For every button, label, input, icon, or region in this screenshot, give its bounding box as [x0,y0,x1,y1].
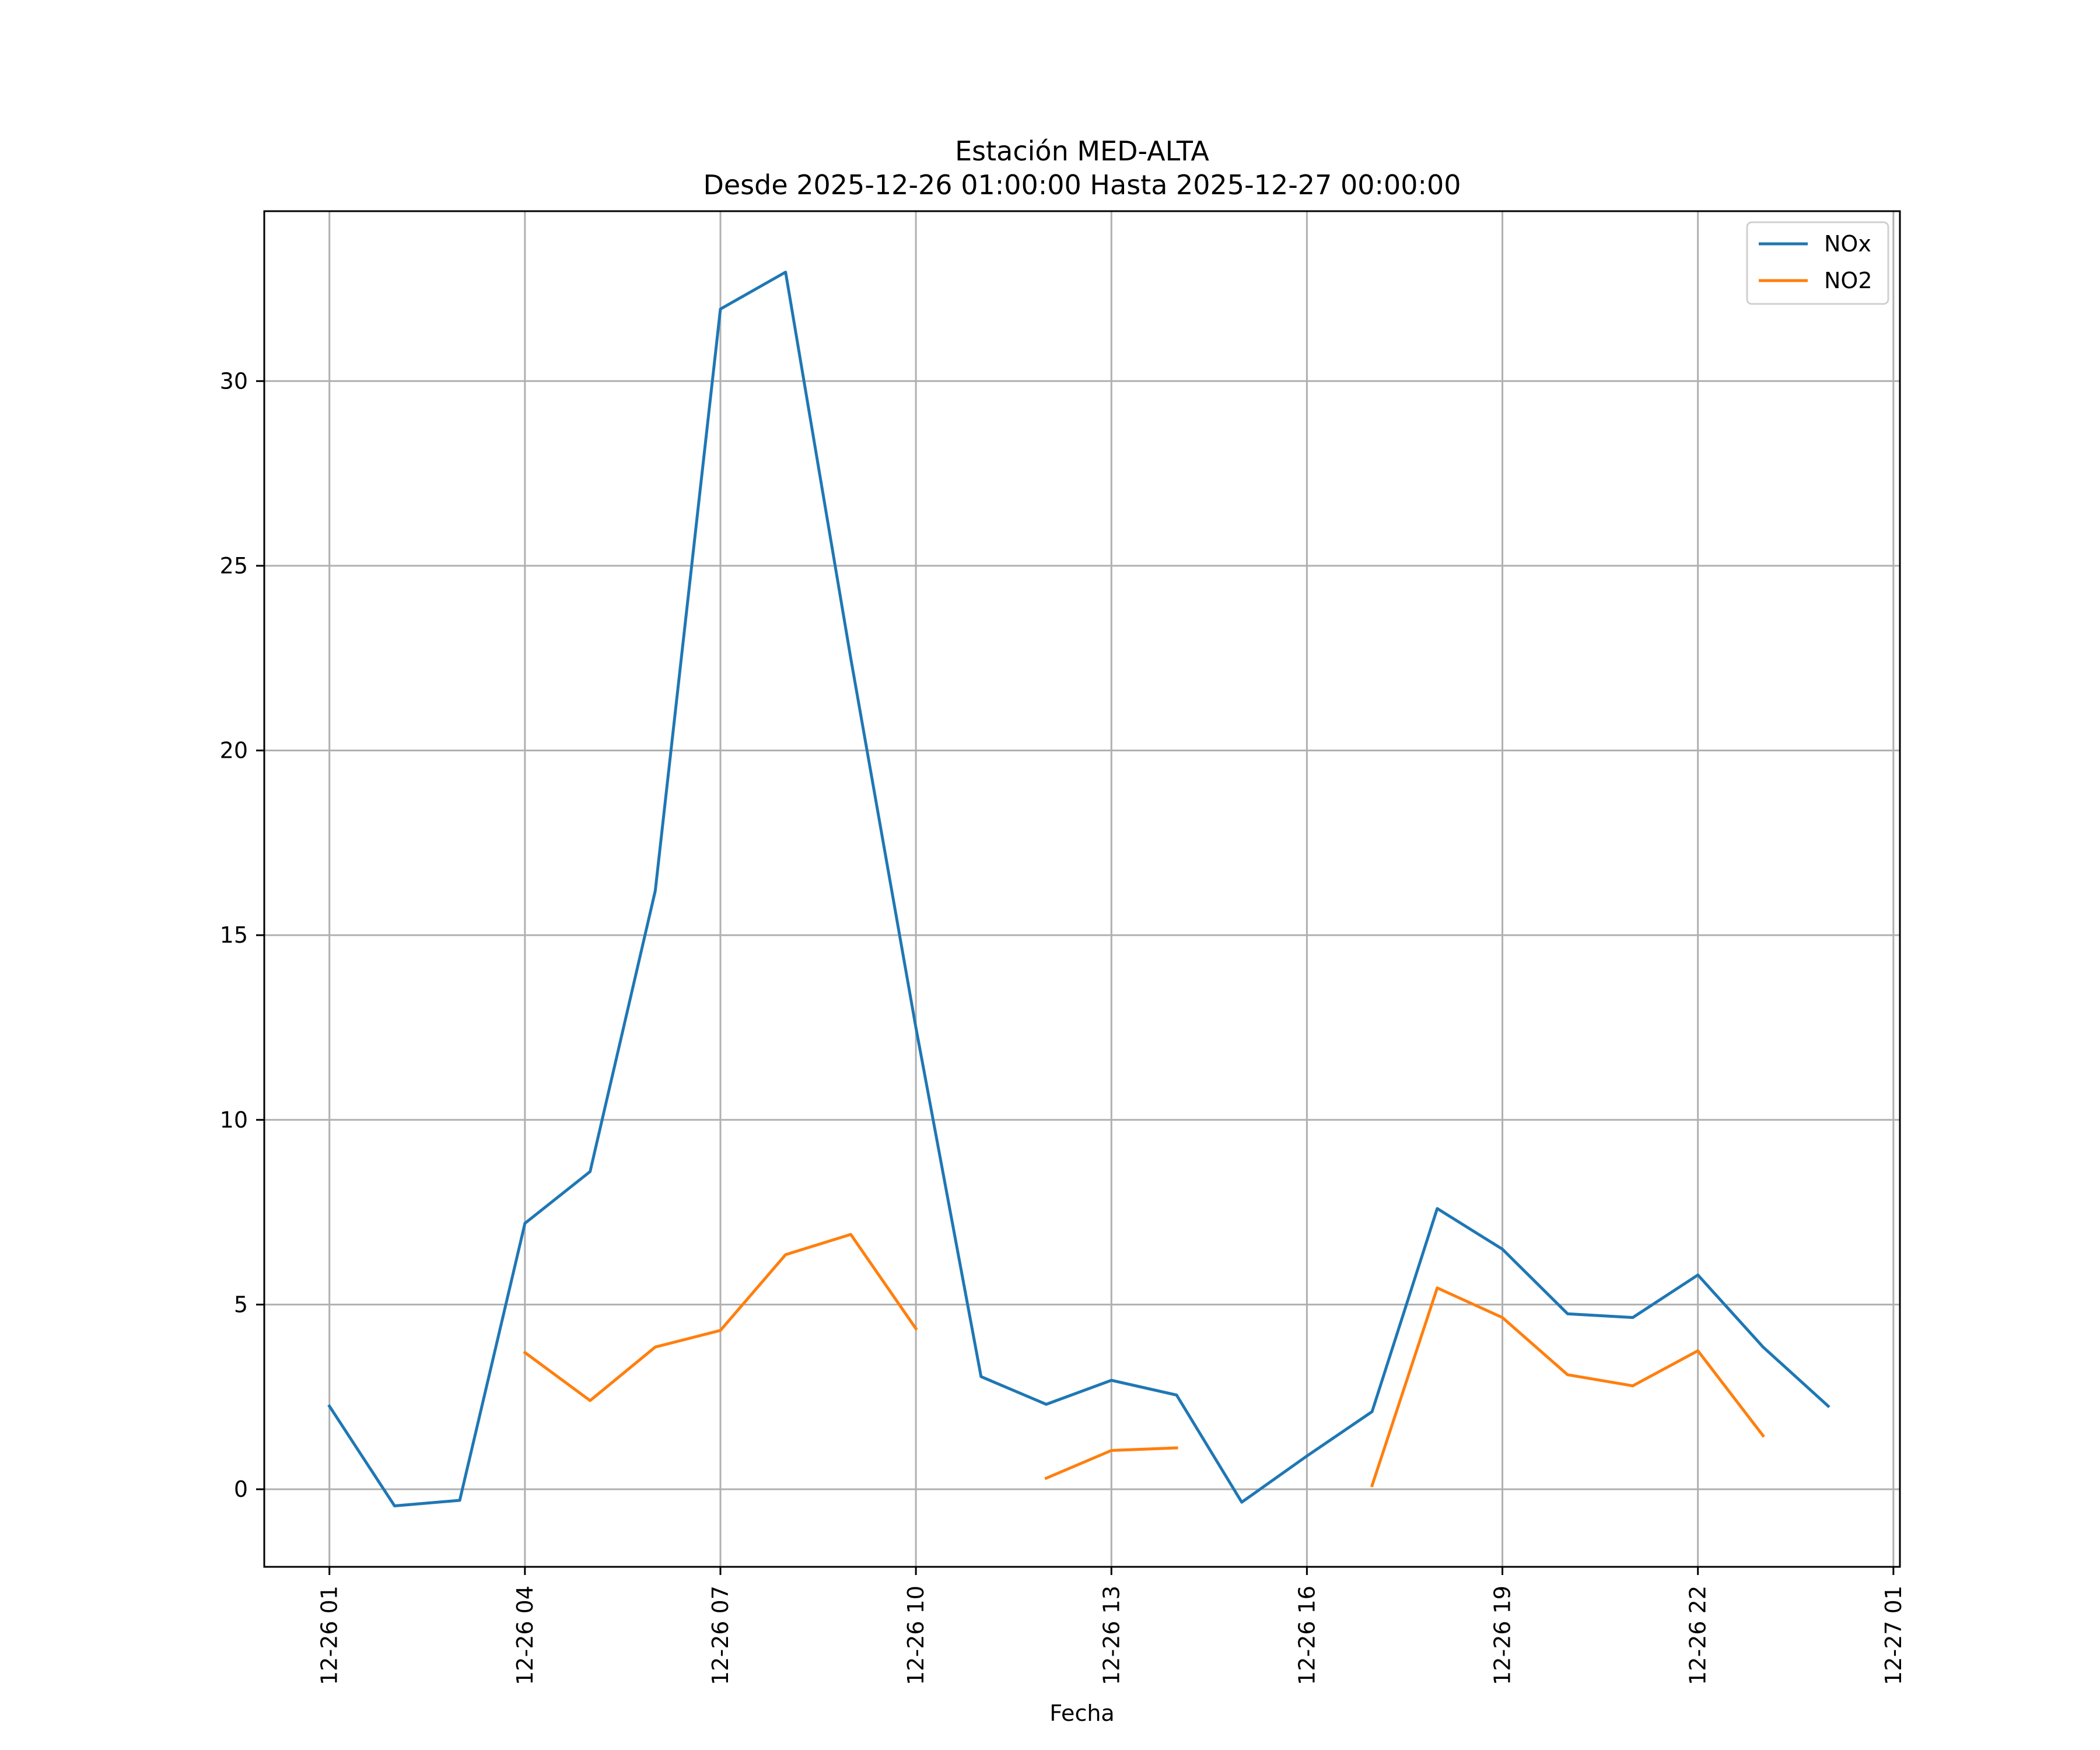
x-tick-label: 12-26 10 [903,1586,929,1685]
legend: NOx NO2 [1746,221,1889,305]
x-tick-label: 12-26 19 [1490,1586,1516,1685]
chart-title-line: Estación MED-ALTA [955,135,1209,167]
series-nox [327,271,1831,1507]
series-line-no2 [523,1233,918,1402]
x-tick-label: 12-26 01 [317,1586,342,1685]
series-no2 [523,1233,1765,1488]
x-tick-label: 12-26 16 [1294,1586,1320,1685]
y-tick-label: 10 [220,1107,248,1133]
x-tick-label: 12-26 04 [512,1586,538,1685]
y-axis: 0 5 10 15 20 25 30 [220,368,264,1502]
x-axis-label: Fecha [1049,1700,1114,1726]
y-tick-label: 25 [220,553,248,579]
y-tick-label: 30 [220,368,248,394]
chart-title: Estación MED-ALTA Desde 2025-12-26 01:00… [703,135,1461,201]
series-line-nox [327,271,1831,1507]
y-tick-label: 20 [220,738,248,764]
series-line-no2 [1044,1446,1178,1480]
x-axis: 12-26 01 12-26 04 12-26 07 12-26 10 12-26 13… [317,1567,1906,1685]
y-tick-label: 5 [234,1292,248,1317]
x-tick-label: 12-26 13 [1098,1586,1124,1685]
plot-frame [263,210,1901,1568]
y-tick-label: 15 [220,922,248,948]
series-line-no2 [1370,1286,1765,1488]
grid [264,211,1900,1567]
series-group [327,271,1831,1507]
chart-subtitle-line: Desde 2025-12-26 01:00:00 Hasta 2025-12-… [703,169,1461,201]
y-tick-label: 0 [234,1476,248,1502]
legend-label-no2: NO2 [1824,268,1873,293]
x-tick-label: 12-26 22 [1685,1586,1711,1685]
x-tick-label: 12-26 07 [708,1586,733,1685]
x-tick-label: 12-27 01 [1881,1586,1906,1685]
legend-label-nox: NOx [1824,231,1871,257]
